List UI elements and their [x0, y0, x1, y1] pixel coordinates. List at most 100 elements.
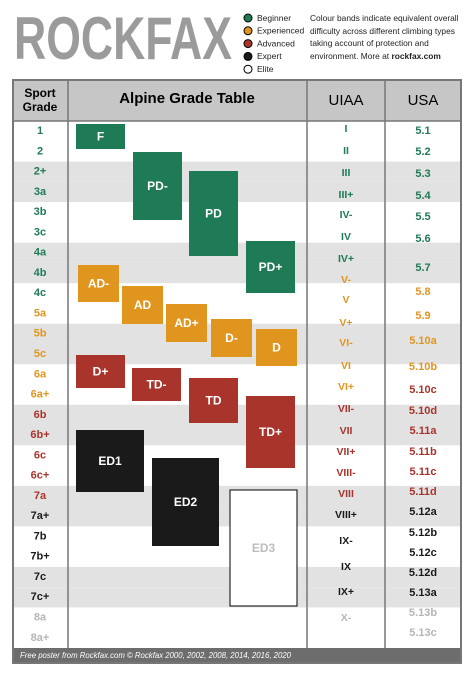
usa-grade: 5.10d	[409, 405, 437, 417]
legend-dot	[243, 26, 253, 36]
alpine-box	[246, 396, 295, 468]
usa-grade: 5.12b	[409, 527, 437, 539]
alpine-box	[132, 368, 181, 401]
legend-label: Beginner	[257, 13, 291, 23]
uiaa-grade: IV-	[340, 209, 353, 221]
alpine-grade: F	[97, 130, 104, 144]
usa-grade: 5.13c	[409, 627, 437, 639]
row-band	[13, 262, 461, 284]
usa-grade: 5.7	[415, 262, 430, 274]
alpine-box	[76, 355, 125, 388]
usa-grade: 5.11d	[409, 486, 437, 498]
sport-grade: 6b	[34, 409, 47, 421]
sport-grade: 4b	[34, 267, 47, 279]
usa-grade: 5.13a	[409, 587, 437, 599]
legend-label: Experienced	[257, 26, 305, 36]
usa-grade: 5.11a	[410, 425, 438, 437]
uiaa-grade: IV+	[338, 253, 354, 265]
uiaa-grade: IX+	[338, 586, 354, 598]
uiaa-grade: I	[345, 123, 348, 135]
sport-grade: 8a+	[31, 632, 50, 644]
header-sport: Sport	[24, 86, 55, 100]
sport-grade: 7b+	[30, 551, 49, 563]
uiaa-grade: V	[342, 294, 349, 306]
legend-label: Elite	[257, 64, 274, 74]
footer-text: Free poster from Rockfax.com © Rockfax 2…	[20, 651, 292, 660]
legend-label: Expert	[257, 51, 282, 61]
footer-band	[13, 648, 461, 663]
sport-grade: 7c+	[31, 591, 50, 603]
note: Colour bands indicate equivalent overall…	[310, 12, 470, 62]
sport-grade: 1	[37, 125, 43, 137]
uiaa-grade: VII	[340, 425, 353, 437]
header-sport: Grade	[23, 100, 58, 114]
alpine-grade: AD+	[174, 316, 198, 330]
usa-grade: 5.3	[415, 168, 430, 180]
header-alpine: Alpine Grade Table	[119, 90, 255, 107]
alpine-grade: ED1	[98, 454, 122, 468]
sport-grade: 4c	[34, 287, 46, 299]
alpine-box	[133, 152, 182, 220]
alpine-box	[76, 124, 125, 149]
usa-grade: 5.10c	[409, 384, 437, 396]
legend-dot	[243, 13, 253, 23]
alpine-box	[189, 171, 238, 256]
alpine-box	[122, 286, 163, 324]
alpine-grade: TD-	[147, 378, 167, 392]
uiaa-grade: IX	[341, 561, 351, 573]
uiaa-grade: VI+	[338, 381, 354, 393]
sport-grade: 2+	[34, 166, 47, 178]
uiaa-grade: VII+	[337, 446, 356, 458]
sport-grade: 7c	[34, 571, 46, 583]
table-border	[12, 79, 462, 664]
sport-grade: 3c	[34, 226, 46, 238]
uiaa-grade: VI	[341, 360, 351, 372]
header-uiaa: UIAA	[328, 92, 363, 109]
legend-label: Advanced	[257, 38, 295, 48]
alpine-grade: PD	[205, 207, 222, 221]
alpine-grade: D+	[93, 365, 109, 379]
alpine-grade: TD	[206, 394, 222, 408]
sport-grade: 6a+	[31, 389, 50, 401]
alpine-grade: AD	[134, 298, 152, 312]
sport-grade: 7a	[34, 490, 47, 502]
alpine-grade: ED2	[174, 495, 198, 509]
uiaa-grade: IV	[341, 231, 351, 243]
alpine-grade: ED3	[252, 541, 276, 555]
usa-grade: 5.1	[415, 125, 430, 137]
alpine-box	[78, 265, 119, 302]
sport-grade: 7b	[34, 530, 47, 542]
alpine-box	[152, 458, 219, 546]
note-text: Colour bands indicate equivalent overall…	[310, 13, 459, 61]
alpine-box	[256, 329, 297, 366]
sport-grade: 4a	[34, 247, 47, 259]
uiaa-grade: VIII	[338, 488, 354, 500]
header-row	[13, 80, 461, 121]
uiaa-grade: IX-	[339, 535, 353, 547]
sport-grade: 6c	[34, 449, 46, 461]
uiaa-grade: V-	[341, 274, 351, 286]
sport-grade: 6b+	[30, 429, 49, 441]
usa-grade: 5.5	[415, 211, 430, 223]
sport-grade: 8a	[34, 612, 47, 624]
usa-grade: 5.10b	[409, 361, 437, 373]
usa-grade: 5.11b	[409, 446, 437, 458]
uiaa-grade: II	[343, 145, 349, 157]
legend-dot	[243, 64, 253, 74]
alpine-box	[229, 489, 298, 607]
sport-grade: 3a	[34, 186, 47, 198]
usa-grade: 5.6	[415, 233, 430, 245]
alpine-grade: D	[272, 341, 281, 355]
uiaa-grade: X-	[341, 612, 352, 624]
usa-grade: 5.10a	[409, 335, 437, 347]
sport-grade: 5a	[34, 307, 47, 319]
uiaa-grade: VI-	[339, 337, 353, 349]
legend-dot	[243, 39, 253, 49]
alpine-grade: AD-	[88, 277, 109, 291]
uiaa-grade: VII-	[338, 403, 355, 415]
usa-grade: 5.12d	[409, 567, 437, 579]
note-link: rockfax.com	[391, 50, 441, 61]
alpine-box	[189, 378, 238, 423]
